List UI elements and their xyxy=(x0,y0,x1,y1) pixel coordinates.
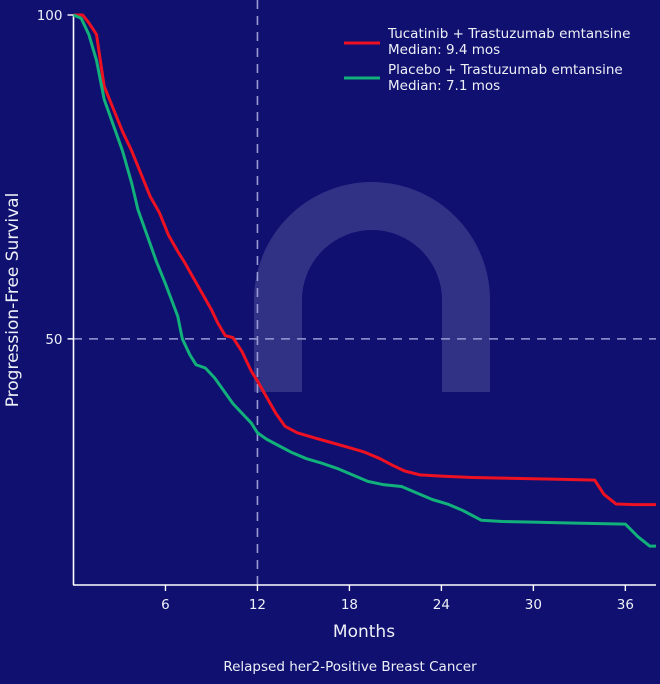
y-axis-title: Progression-Free Survival xyxy=(3,193,23,408)
legend: Tucatinib + Trastuzumab emtansine Median… xyxy=(344,26,630,94)
legend-median-placebo: Median: 7.1 mos xyxy=(388,78,500,94)
x-tick-label: 18 xyxy=(341,597,358,613)
survival-curve-tucatinib xyxy=(73,13,656,507)
watermark-layer xyxy=(254,182,490,392)
x-tick-label: 24 xyxy=(433,597,450,613)
legend-median-tucatinib: Median: 9.4 mos xyxy=(388,42,500,58)
x-tick-label: 6 xyxy=(161,597,170,613)
survival-curve-placebo xyxy=(73,13,656,548)
survival-curves xyxy=(73,13,656,548)
reference-lines xyxy=(73,0,656,585)
y-axis-ticks: 50 100 xyxy=(37,8,74,348)
figure-caption: Relapsed her2-Positive Breast Cancer xyxy=(223,659,477,675)
axis-spines xyxy=(72,15,656,586)
y-tick-label: 50 xyxy=(45,332,62,348)
x-axis-ticks: 6 12 18 24 30 36 xyxy=(161,585,634,613)
legend-entry-tucatinib: Tucatinib + Trastuzumab emtansine Median… xyxy=(344,26,630,58)
legend-label-placebo: Placebo + Trastuzumab emtansine xyxy=(388,62,623,78)
x-axis-title: Months xyxy=(333,622,395,642)
x-tick-label: 30 xyxy=(525,597,542,613)
x-tick-label: 36 xyxy=(617,597,634,613)
legend-label-tucatinib: Tucatinib + Trastuzumab emtansine xyxy=(387,26,630,42)
y-tick-label: 100 xyxy=(37,8,63,24)
arch-logo-watermark xyxy=(254,182,490,392)
x-tick-label: 12 xyxy=(249,597,266,613)
legend-entry-placebo: Placebo + Trastuzumab emtansine Median: … xyxy=(344,62,623,94)
